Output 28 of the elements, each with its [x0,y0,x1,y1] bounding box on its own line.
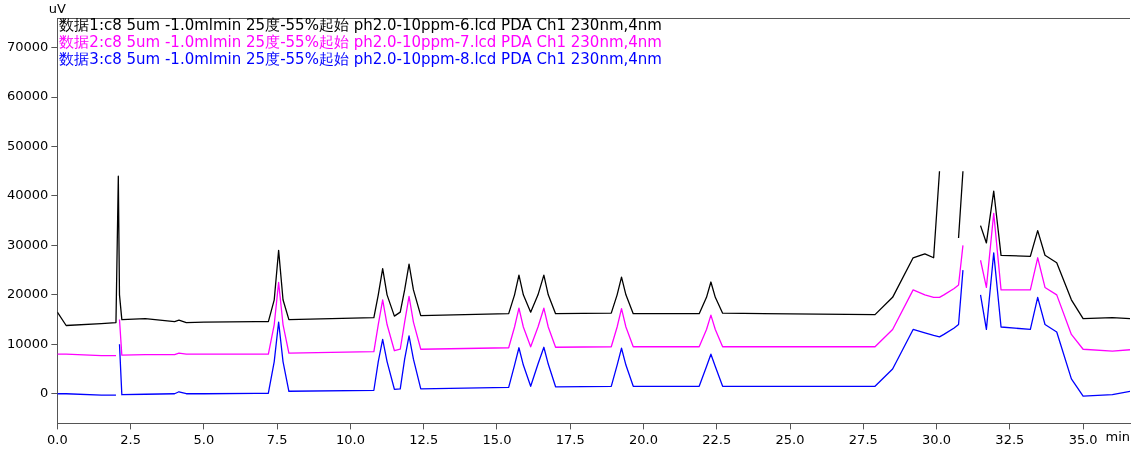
x-tick-label: 35.0 [1068,431,1098,447]
y-tick-label: 60000 [7,88,49,104]
x-tick-label: 7.5 [266,431,288,447]
y-axis-title: uV [48,0,67,16]
y-tick-label: 50000 [7,137,49,153]
y-tick-label: 30000 [7,236,49,252]
text: 数据2:c8 5um -1.0mlmin 25度-55%起始 ph2.0-10ppm-7.lcd PDA Ch1 230nm,4nm [59,33,662,52]
x-tick-label: 25.0 [775,431,805,447]
x-tick-label: 10.0 [335,431,365,447]
x-tick-label: 5.0 [193,431,215,447]
text: 数据3:c8 5um -1.0mlmin 25度-55%起始 ph2.0-10ppm-8.lcd PDA Ch1 230nm,4nm [59,50,662,69]
x-tick-label: 15.0 [482,431,512,447]
y-tick-label: 10000 [7,335,49,351]
y-tick-label: 20000 [7,286,49,302]
x-tick-label: 17.5 [555,431,585,447]
x-tick-label: 22.5 [702,431,732,447]
x-tick-label: 0.0 [47,431,68,447]
x-tick-label: 27.5 [848,431,878,447]
x-tick-label: 32.5 [995,431,1025,447]
x-tick-label: 12.5 [409,431,439,447]
x-tick-label: 30.0 [922,431,952,447]
x-tick-label: 20.0 [629,431,658,447]
x-axis-title: min [1105,429,1130,445]
x-tick-label: 2.5 [120,431,141,447]
y-tick-label: 0 [40,385,49,401]
y-tick-label: 70000 [7,39,49,55]
text: 数据1:c8 5um -1.0mlmin 25度-55%起始 ph2.0-10ppm-6.lcd PDA Ch1 230nm,4nm [59,16,662,35]
y-tick-label: 40000 [7,187,49,203]
